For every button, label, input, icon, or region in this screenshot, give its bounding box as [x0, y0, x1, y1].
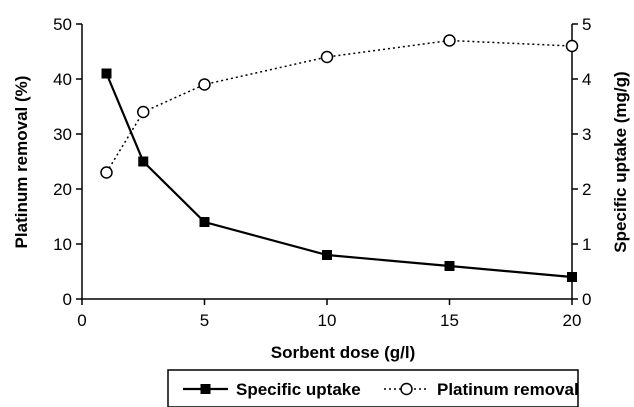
- data-point-specific-uptake: [322, 250, 332, 260]
- x-tick-label: 15: [440, 311, 459, 330]
- series-line-specific-uptake: [105, 73, 573, 279]
- right-tick-label: 0: [582, 290, 591, 309]
- x-tick-label: 20: [563, 311, 582, 330]
- x-axis-ticks: 0 5 10 15 20: [77, 299, 581, 330]
- right-tick-label: 4: [582, 70, 591, 89]
- right-axis-title: Specific uptake (mg/g): [611, 71, 630, 252]
- right-tick-label: 1: [582, 235, 591, 254]
- left-tick-label: 40: [53, 70, 72, 89]
- data-point-specific-uptake: [444, 261, 455, 271]
- left-tick-label: 30: [53, 125, 72, 144]
- legend-label-platinum-removal: Platinum removal: [437, 380, 579, 399]
- left-tick-label: 10: [53, 235, 72, 254]
- right-axis-ticks: 0 1 2 3 4 5: [572, 15, 591, 309]
- data-point-platinum-removal: [320, 50, 334, 64]
- left-axis-title: Platinum removal (%): [12, 76, 31, 249]
- data-point-platinum-removal: [137, 105, 150, 119]
- right-tick-label: 2: [582, 180, 591, 199]
- data-point-platinum-removal: [565, 39, 579, 53]
- x-axis-title: Sorbent dose (g/l): [271, 343, 416, 362]
- data-point-platinum-removal: [443, 34, 456, 47]
- legend-box: [167, 369, 579, 407]
- data-point-platinum-removal: [198, 78, 211, 91]
- right-tick-label: 3: [582, 125, 591, 144]
- legend-marker-specific-uptake: [200, 384, 211, 394]
- legend-marker-platinum-removal: [400, 382, 413, 396]
- right-tick-label: 5: [582, 15, 591, 34]
- x-tick-label: 0: [77, 311, 86, 330]
- x-tick-label: 5: [200, 311, 209, 330]
- legend-label-specific-uptake: Specific uptake: [236, 380, 361, 399]
- data-point-specific-uptake: [101, 68, 112, 79]
- data-point-specific-uptake: [138, 156, 149, 167]
- data-point-specific-uptake: [567, 272, 577, 282]
- left-tick-label: 50: [53, 15, 72, 34]
- data-point-specific-uptake: [199, 217, 210, 227]
- left-axis-ticks: 0 10 20 30 40 50: [53, 15, 82, 309]
- left-tick-label: 20: [53, 180, 72, 199]
- legend: Specific uptake Platinum removal: [167, 369, 579, 407]
- series-layer: [100, 34, 579, 282]
- x-tick-label: 10: [318, 311, 337, 330]
- left-tick-label: 0: [63, 290, 72, 309]
- data-point-platinum-removal: [100, 166, 113, 179]
- series-line-platinum-removal: [105, 39, 573, 173]
